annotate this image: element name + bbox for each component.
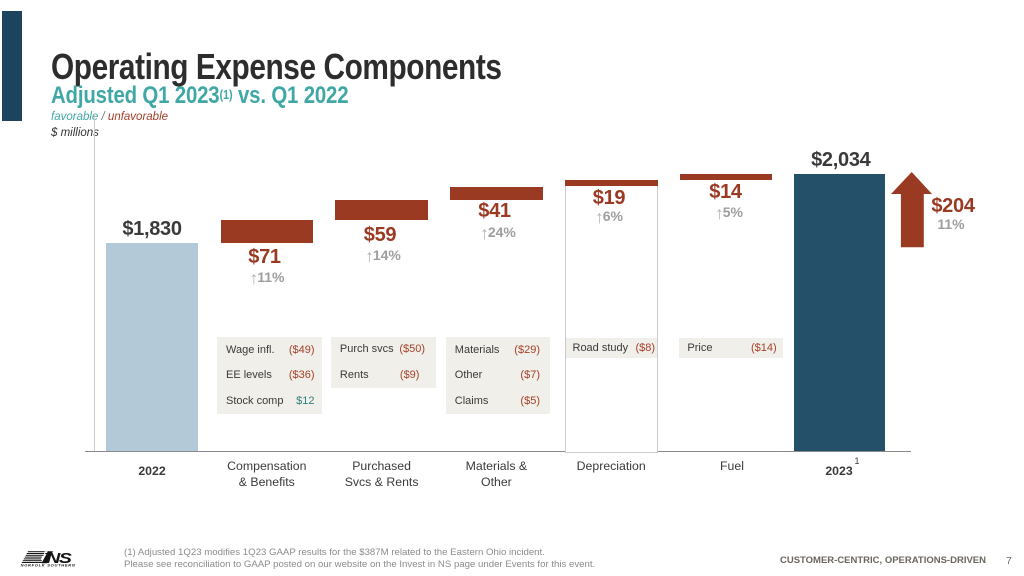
svg-text:NS: NS <box>46 550 72 566</box>
svg-text:NORFOLK SOUTHERN: NORFOLK SOUTHERN <box>21 562 76 567</box>
